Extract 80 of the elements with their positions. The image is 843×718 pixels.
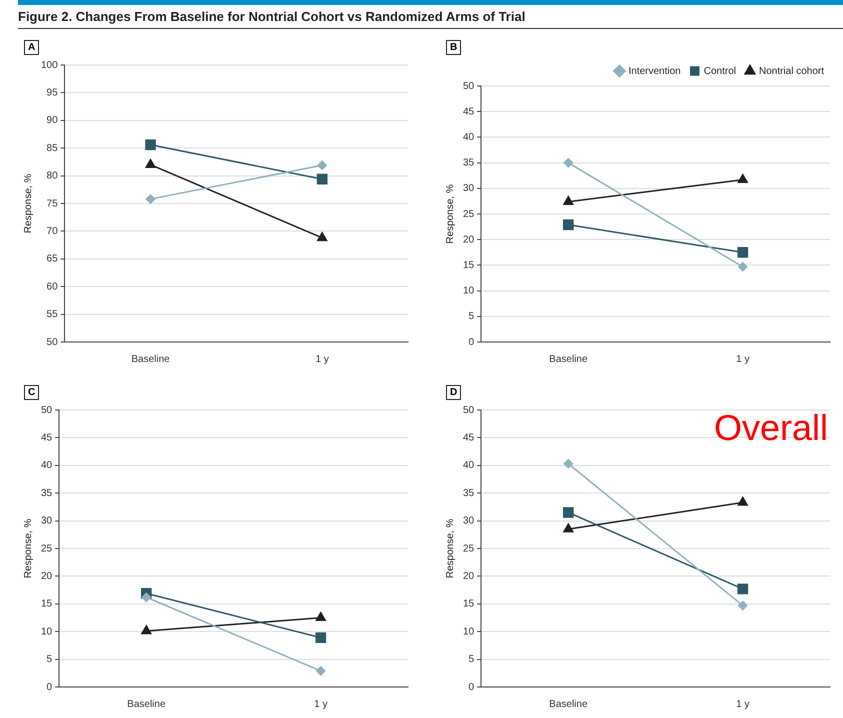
y-tick-label: 35 [41,488,53,499]
point [146,194,156,204]
x-tick-label: 1 y [314,698,328,710]
chart-subtitle: B [446,40,462,55]
chart-subtitle: D [446,385,462,400]
y-tick-label: 40 [463,460,475,472]
y-tick-label: 45 [41,432,53,444]
y-axis-title: Response, % [22,518,34,578]
y-tick-label: 5 [468,311,475,322]
x-tick-label: 1 y [736,698,750,710]
y-tick-label: 75 [46,198,58,210]
point [316,174,328,184]
x-tick-label: Baseline [131,354,170,365]
y-tick-label: 5 [468,654,475,666]
y-tick-label: 20 [463,234,475,246]
y-tick-label: 35 [463,488,475,499]
x-tick-label: 1 y [316,354,329,365]
y-tick-label: 50 [41,404,53,416]
y-tick-label: 85 [46,142,58,154]
y-axis-title: Response, % [444,518,456,578]
y-tick-label: 40 [41,460,53,472]
chart-title: Figure 2. Changes From Baseline for Nontrial Cohort vs Randomized Arms of Trial [18,0,843,29]
point [737,584,748,594]
y-tick-label: 50 [463,80,475,92]
y-tick-label: 10 [463,286,475,297]
y-tick-label: 50 [46,336,58,348]
y-tick-label: 15 [41,598,53,610]
y-tick-label: 45 [463,106,475,118]
y-tick-label: 95 [46,87,58,98]
x-tick-label: Baseline [127,698,166,710]
chart-subtitle: A [24,40,40,55]
point [145,139,156,150]
y-tick-label: 5 [46,654,53,666]
point [738,600,748,610]
y-tick-label: 55 [46,309,58,320]
point [562,507,574,518]
y-tick-label: 25 [41,543,53,554]
point [142,592,152,602]
y-tick-label: 10 [41,626,53,638]
legend-label: Intervention [628,66,681,77]
y-tick-label: 100 [40,60,58,71]
y-tick-label: 0 [468,336,475,348]
legend-label: Nontrial cohort [758,66,824,77]
point [564,458,574,468]
point [564,158,574,168]
y-tick-label: 15 [463,598,475,610]
y-tick-label: 30 [41,516,53,527]
y-tick-label: 0 [46,682,53,693]
y-tick-label: 30 [463,183,475,194]
y-tick-label: 45 [463,432,475,444]
legend-label: Control [704,66,736,77]
y-tick-label: 25 [463,543,475,554]
y-tick-label: 40 [463,132,475,143]
point [317,160,327,170]
y-tick-label: 25 [463,208,475,220]
y-tick-label: 90 [46,115,58,126]
y-tick-label: 60 [46,281,58,292]
annotation: Overall [714,406,828,448]
y-tick-label: 15 [463,260,475,271]
x-tick-label: Baseline [549,698,588,710]
x-tick-label: Baseline [549,354,588,365]
y-tick-label: 20 [41,570,53,582]
y-tick-label: 80 [46,170,58,182]
chart-subtitle: C [24,385,40,400]
y-tick-label: 20 [463,570,475,582]
y-tick-label: 35 [463,158,475,169]
x-tick-label: 1 y [736,354,750,365]
point [562,219,574,230]
point [737,247,748,258]
y-tick-label: 0 [468,682,475,693]
y-tick-label: 10 [463,626,475,638]
y-tick-label: 50 [463,404,475,416]
point [315,632,326,644]
point [316,666,326,676]
y-tick-label: 65 [46,254,58,265]
y-axis-title: Response, % [22,174,34,234]
point [738,262,748,272]
y-axis-title: Response, % [444,184,456,244]
y-tick-label: 70 [46,226,58,237]
y-tick-label: 30 [463,516,475,527]
